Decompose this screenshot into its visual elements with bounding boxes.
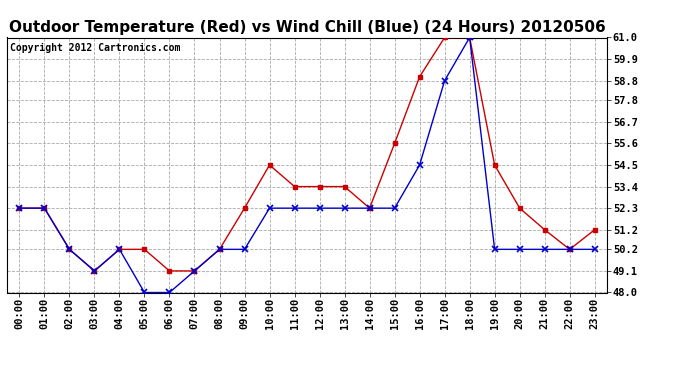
Text: Copyright 2012 Cartronics.com: Copyright 2012 Cartronics.com (10, 43, 180, 52)
Title: Outdoor Temperature (Red) vs Wind Chill (Blue) (24 Hours) 20120506: Outdoor Temperature (Red) vs Wind Chill … (9, 20, 605, 35)
